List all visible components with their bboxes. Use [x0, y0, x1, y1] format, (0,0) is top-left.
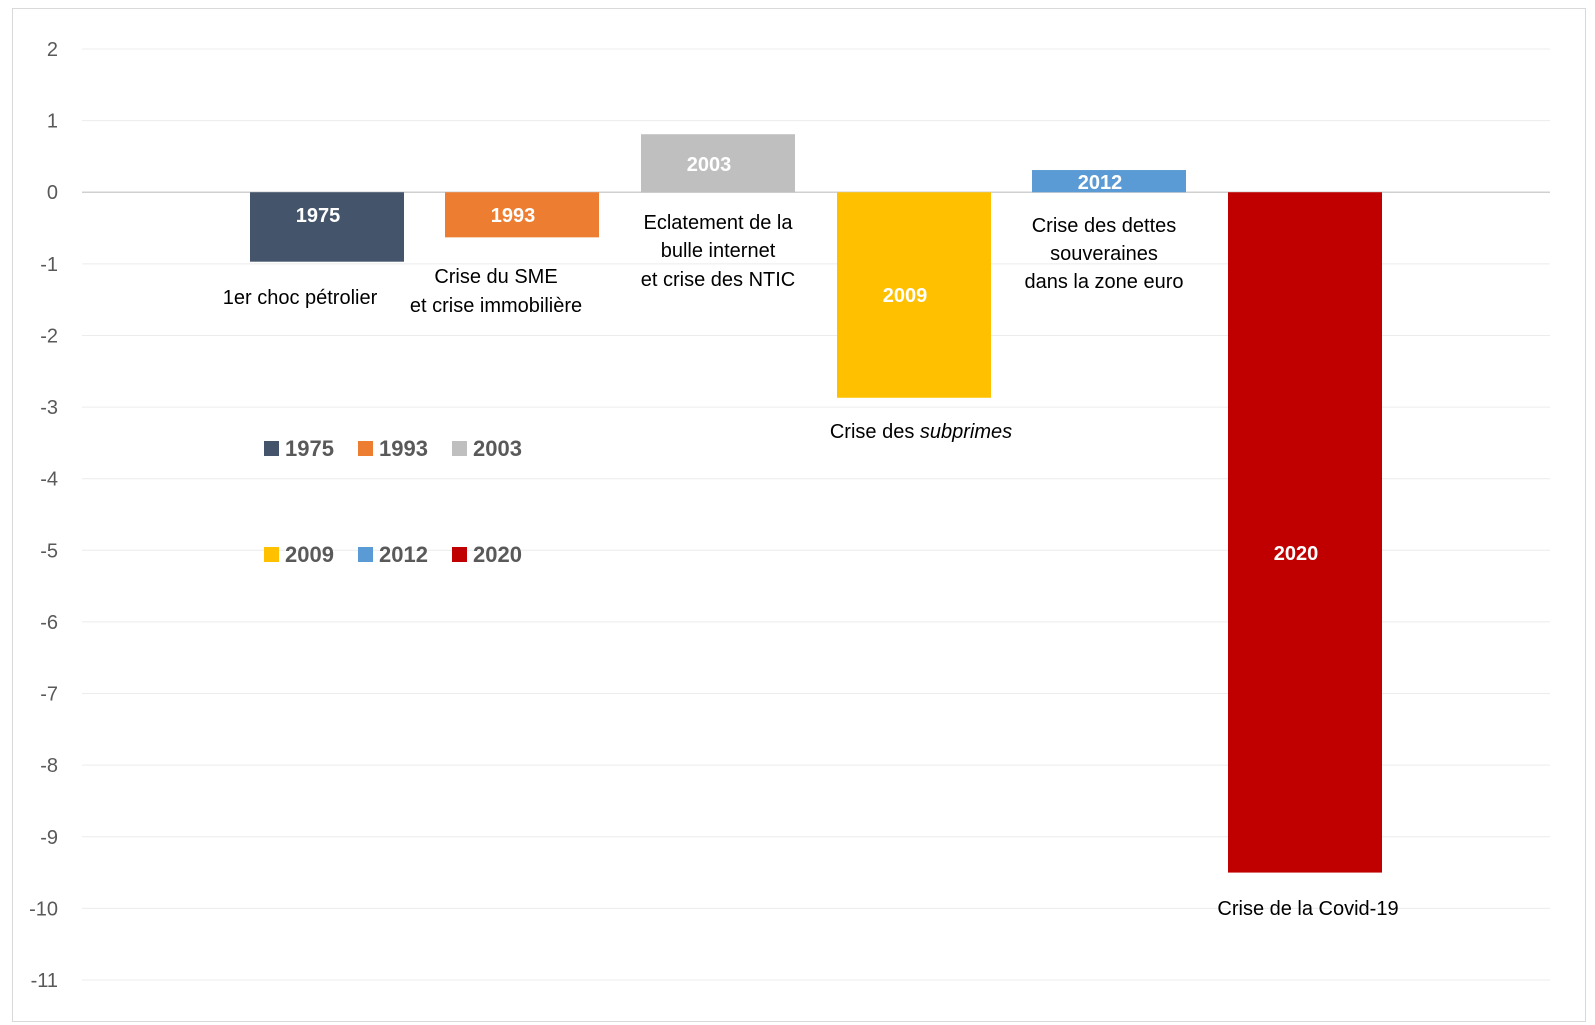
y-tick-label: 1: [47, 111, 58, 133]
annotation-1993: Crise du SME: [434, 266, 557, 288]
annotation-2003: et crise des NTIC: [641, 269, 795, 291]
legend-label-2012: 2012: [379, 542, 428, 567]
bar-label-2020: 2020: [1274, 543, 1319, 565]
bar-label-2009: 2009: [883, 285, 928, 307]
legend-label-1993: 1993: [379, 436, 428, 461]
bar-labels: 1975 1993 2003 2009 2012 2020: [296, 154, 1319, 565]
y-tick-label: -2: [40, 325, 58, 347]
bar-label-2012: 2012: [1078, 172, 1123, 194]
bar-label-2003: 2003: [687, 154, 732, 176]
y-tick-label: -6: [40, 612, 58, 634]
bar-label-1975: 1975: [296, 205, 341, 227]
annotation-2012: souveraines: [1050, 243, 1158, 265]
bar-2003: [641, 134, 795, 193]
annotation-1975: 1er choc pétrolier: [223, 287, 378, 309]
annotation-2020: Crise de la Covid-19: [1217, 898, 1398, 920]
legend-swatch-1975: [264, 441, 279, 456]
legend-label-2020: 2020: [473, 542, 522, 567]
legend-swatch-1993: [358, 441, 373, 456]
y-tick-label: 0: [47, 182, 58, 204]
y-tick-label: -3: [40, 397, 58, 419]
bar-label-1993: 1993: [491, 205, 536, 227]
legend-swatch-2020: [452, 547, 467, 562]
legend-swatch-2009: [264, 547, 279, 562]
bar-1975: [250, 192, 404, 262]
bar-2009: [837, 192, 991, 398]
y-tick-label: -8: [40, 755, 58, 777]
legend-label-2003: 2003: [473, 436, 522, 461]
bar-2020: [1228, 192, 1382, 873]
y-tick-label: -10: [29, 898, 58, 920]
y-axis-ticks: 2 1 0 -1 -2 -3 -4 -5 -6 -7 -8 -9 -10 -11: [29, 39, 58, 992]
legend-label-2009: 2009: [285, 542, 334, 567]
annotation-text-italic: subprimes: [920, 421, 1012, 443]
y-tick-label: -1: [40, 254, 58, 276]
y-tick-label: 2: [47, 39, 58, 61]
y-tick-label: -11: [31, 970, 58, 992]
annotation-2009: Crise des subprimes: [830, 421, 1012, 443]
y-tick-label: -9: [40, 827, 58, 849]
annotation-text: Crise des: [830, 421, 920, 443]
bar-2012: [1032, 170, 1186, 193]
legend-label-1975: 1975: [285, 436, 334, 461]
annotations: 1er choc pétrolier Crise du SME et crise i…: [223, 212, 1399, 920]
annotation-2012: Crise des dettes: [1032, 215, 1177, 237]
y-tick-label: -5: [40, 540, 58, 562]
legend-swatch-2012: [358, 547, 373, 562]
y-tick-label: -4: [40, 469, 58, 491]
annotation-1993: et crise immobilière: [410, 295, 582, 317]
annotation-2012: dans la zone euro: [1024, 271, 1183, 293]
annotation-2003: Eclatement de la: [644, 212, 794, 234]
legend: 1975 1993 2003 2009 2012 2020: [264, 436, 522, 567]
y-tick-label: -7: [40, 684, 58, 706]
annotation-2003: bulle internet: [661, 240, 776, 262]
bar-1993: [445, 192, 599, 238]
legend-swatch-2003: [452, 441, 467, 456]
bars: [250, 134, 1382, 873]
